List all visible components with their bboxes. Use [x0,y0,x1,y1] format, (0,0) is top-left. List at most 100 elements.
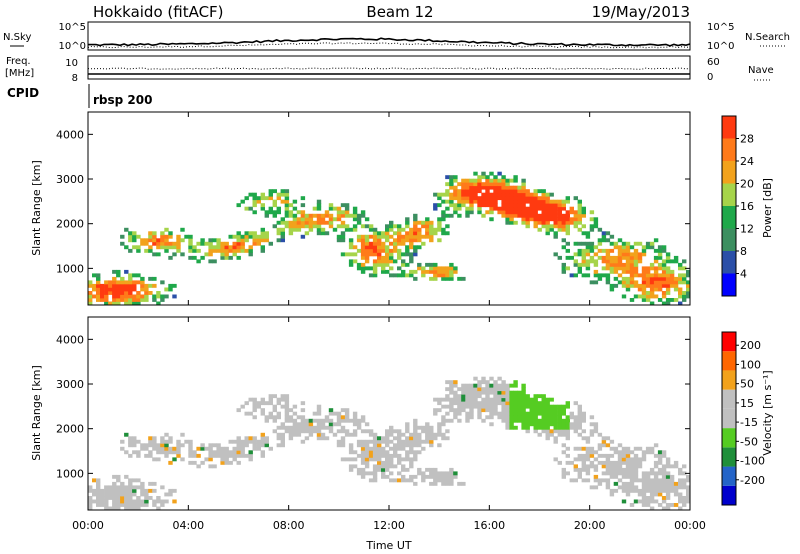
power-cell [593,259,599,264]
velocity-cell [148,450,153,455]
power-cell [533,206,538,211]
velocity-cell [485,404,490,409]
power-cell [232,245,237,250]
power-cell [641,298,647,302]
velocity-cell [272,418,277,423]
power-cell [517,210,522,215]
power-cell [641,287,647,292]
velocity-cell [649,450,655,455]
velocity-cell [657,478,663,483]
velocity-cell [649,488,655,493]
power-cell [465,210,470,215]
velocity-cell [156,457,161,462]
power-cell [449,269,454,274]
velocity-cell [368,446,374,451]
velocity-cell [248,439,253,444]
velocity-cell [360,453,366,458]
velocity-cell [381,460,386,465]
velocity-cell [605,478,611,483]
power-cell [120,280,125,285]
velocity-cell [585,464,591,469]
velocity-cell [678,496,683,500]
velocity-cell [176,450,181,455]
velocity-cell [413,425,418,430]
velocity-cell [678,467,683,472]
velocity-cell [609,464,615,469]
velocity-cell [413,457,418,462]
velocity-cell [645,503,651,507]
power-cell [389,266,394,271]
velocity-cell [180,432,185,437]
power-cell [625,241,631,246]
velocity-cell [385,429,390,434]
velocity-cell [633,464,639,469]
power-cell [553,224,558,229]
velocity-cell [678,485,683,490]
power-cell [176,245,181,250]
velocity-cell [236,443,241,448]
power-cell [192,248,197,253]
velocity-cell [256,439,261,444]
velocity-cell [421,425,426,430]
velocity-cell [565,404,570,409]
power-cell [593,269,599,274]
power-cell [377,234,382,239]
velocity-cell [393,429,398,434]
velocity-cell [360,443,366,448]
velocity-colorbar-bin [722,428,736,448]
velocity-cell [678,506,683,511]
velocity-cell [397,446,402,451]
power-cell [653,283,659,288]
power-cell [497,210,502,215]
velocity-cell [678,492,683,497]
power-cell [300,196,306,201]
velocity-cell [445,411,450,416]
cpid-value: rbsp 200 [93,93,152,107]
time-xlabel: Time UT [365,539,411,552]
power-cell [521,199,526,204]
power-cell [425,234,430,239]
velocity-cell [609,439,615,444]
power-cell [665,283,671,288]
power-cell [597,227,603,232]
velocity-cell [112,499,117,504]
velocity-cell [340,443,346,448]
power-cell [124,287,129,292]
power-cell [589,259,595,264]
velocity-cell [236,436,241,441]
power-cell [621,255,627,260]
power-cell [276,227,281,232]
power-cell [405,273,410,278]
power-cell [445,266,450,271]
power-cell [613,255,619,260]
velocity-cell [621,467,627,472]
velocity-cell [409,464,414,469]
power-cell [545,210,550,215]
power-cell [469,192,474,197]
power-cell [665,276,671,281]
power-cell [381,266,386,271]
velocity-cell [541,394,546,399]
power-cell [433,192,438,197]
power-cell [348,259,354,264]
power-cell [224,252,229,257]
velocity-cell [573,457,578,462]
power-cell [124,298,129,302]
velocity-colorbar-bin [722,351,736,371]
velocity-cell [661,481,667,486]
power-cell [581,262,586,267]
power-cell [501,189,506,194]
velocity-cell [405,422,410,427]
velocity-cell [529,401,534,406]
velocity-cell [585,453,591,458]
velocity-cell [368,432,374,437]
velocity-cell [625,457,631,462]
velocity-cell [593,457,599,462]
power-cell [673,255,679,260]
power-cell [505,196,510,201]
power-cell [621,283,627,288]
power-cell [256,196,261,201]
velocity-cell [160,499,165,504]
velocity-cell [88,506,93,511]
power-cell [481,213,486,218]
